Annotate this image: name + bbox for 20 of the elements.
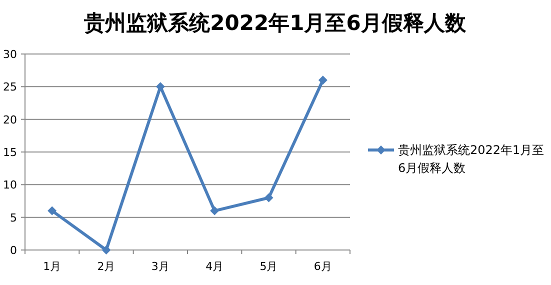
x-tick-label: 2月 — [97, 260, 116, 273]
x-tick-label: 3月 — [151, 260, 170, 273]
point — [102, 246, 111, 254]
point — [48, 206, 57, 216]
y-tick-label: 5 — [10, 211, 17, 224]
y-tick-label: 15 — [3, 146, 17, 159]
y-tick-label: 20 — [3, 113, 17, 126]
point — [264, 193, 274, 202]
x-tick-label: 6月 — [314, 260, 332, 273]
x-tick-label: 4月 — [206, 260, 224, 273]
y-tick-label: 25 — [3, 80, 17, 94]
x-tick-label: 5月 — [260, 260, 278, 273]
point — [318, 76, 328, 85]
x-tick-label: 1月 — [43, 260, 62, 273]
legend-label: 贵州监狱系统2022年1月至6月假释人数 — [398, 142, 546, 177]
title: 贵州监狱系统2022年1月至6月假释人数 — [84, 11, 466, 35]
point — [210, 206, 220, 216]
y-tick-label: 0 — [10, 244, 17, 257]
y-tick-label: 10 — [3, 178, 17, 192]
y-tick-label: 30 — [3, 48, 17, 61]
